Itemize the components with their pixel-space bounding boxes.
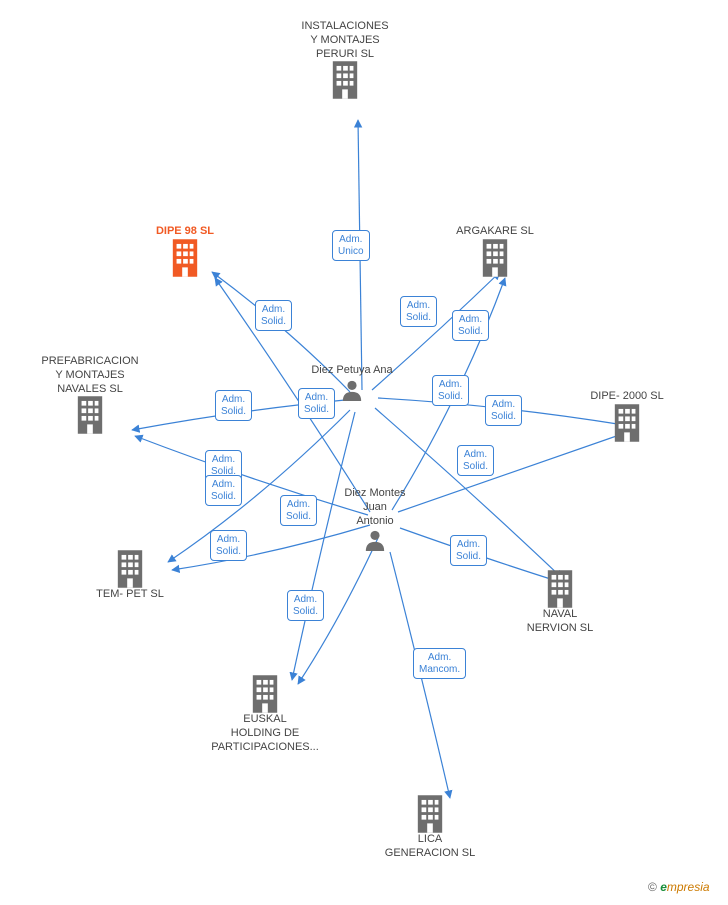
- building-icon: [500, 570, 620, 608]
- edge-label-ana-prefabricacion: Adm. Solid.: [215, 390, 252, 421]
- edge-label-ana-naval: Adm. Solid.: [457, 445, 494, 476]
- company-label: ARGAKARE SL: [435, 225, 555, 239]
- person-label: Antonio: [320, 515, 430, 529]
- company-label: PARTICIPACIONES...: [205, 741, 325, 755]
- company-label: LICA: [370, 833, 490, 847]
- edge-label-juan-naval: Adm. Solid.: [450, 535, 487, 566]
- edge-label-ana-dipe2000: Adm. Solid.: [432, 375, 469, 406]
- company-node-instalaciones[interactable]: INSTALACIONESY MONTAJESPERURI SL: [285, 20, 405, 99]
- company-label: NAVALES SL: [30, 383, 150, 397]
- company-node-naval[interactable]: NAVALNERVION SL: [500, 570, 620, 636]
- company-label: EUSKAL: [205, 713, 325, 727]
- company-label: TEM- PET SL: [70, 588, 190, 602]
- company-label: NAVAL: [500, 608, 620, 622]
- company-label: Y MONTAJES: [30, 369, 150, 383]
- building-icon: [567, 404, 687, 442]
- edge-label-ana-euskal: Adm. Solid.: [298, 388, 335, 419]
- company-label: NERVION SL: [500, 622, 620, 636]
- edge-juan-dipe2000: [398, 432, 628, 512]
- edge-label-juan-lica: Adm. Mancom.: [413, 648, 466, 679]
- company-label: PREFABRICACION: [30, 355, 150, 369]
- building-icon: [125, 239, 245, 277]
- building-icon: [370, 795, 490, 833]
- company-label: HOLDING DE: [205, 727, 325, 741]
- edge-label-ana-dipe98: Adm. Solid.: [255, 300, 292, 331]
- copyright-symbol: ©: [648, 880, 657, 894]
- person-label: Juan: [320, 501, 430, 515]
- company-node-lica[interactable]: LICAGENERACION SL: [370, 795, 490, 861]
- company-node-prefabricacion[interactable]: PREFABRICACIONY MONTAJESNAVALES SL: [30, 355, 150, 434]
- copyright: © empresia: [648, 880, 710, 894]
- network-canvas: [0, 0, 728, 905]
- company-node-euskal[interactable]: EUSKALHOLDING DEPARTICIPACIONES...: [205, 675, 325, 754]
- edge-label-juan-argakare: Adm. Solid.: [452, 310, 489, 341]
- building-icon: [70, 550, 190, 588]
- edge-label-ana-argakare: Adm. Solid.: [400, 296, 437, 327]
- building-icon: [285, 61, 405, 99]
- building-icon: [435, 239, 555, 277]
- company-label: DIPE 98 SL: [125, 225, 245, 239]
- edge-label-ana-tempet: Adm. Solid.: [280, 495, 317, 526]
- company-label: PERURI SL: [285, 48, 405, 62]
- edge-label-juan-prefabricacion: Adm. Solid.: [205, 475, 242, 506]
- company-label: INSTALACIONES: [285, 20, 405, 34]
- building-icon: [30, 396, 150, 434]
- brand-logo: empresia: [660, 880, 709, 894]
- person-label: Diez Petuya Ana: [297, 364, 407, 378]
- company-label: GENERACION SL: [370, 847, 490, 861]
- company-node-tempet[interactable]: TEM- PET SL: [70, 550, 190, 602]
- person-label: Diez Montes: [320, 487, 430, 501]
- edge-label-ana-instalaciones: Adm. Unico: [332, 230, 370, 261]
- company-node-argakare[interactable]: ARGAKARE SL: [435, 225, 555, 277]
- company-node-dipe2000[interactable]: DIPE- 2000 SL: [567, 390, 687, 442]
- person-node-juan[interactable]: Diez MontesJuanAntonio: [320, 487, 430, 552]
- company-label: DIPE- 2000 SL: [567, 390, 687, 404]
- edge-label-juan-tempet: Adm. Solid.: [210, 530, 247, 561]
- company-node-dipe98[interactable]: DIPE 98 SL: [125, 225, 245, 277]
- edge-label-juan-dipe2000: Adm. Solid.: [485, 395, 522, 426]
- company-label: Y MONTAJES: [285, 34, 405, 48]
- edge-label-juan-euskal: Adm. Solid.: [287, 590, 324, 621]
- building-icon: [205, 675, 325, 713]
- person-icon: [320, 528, 430, 552]
